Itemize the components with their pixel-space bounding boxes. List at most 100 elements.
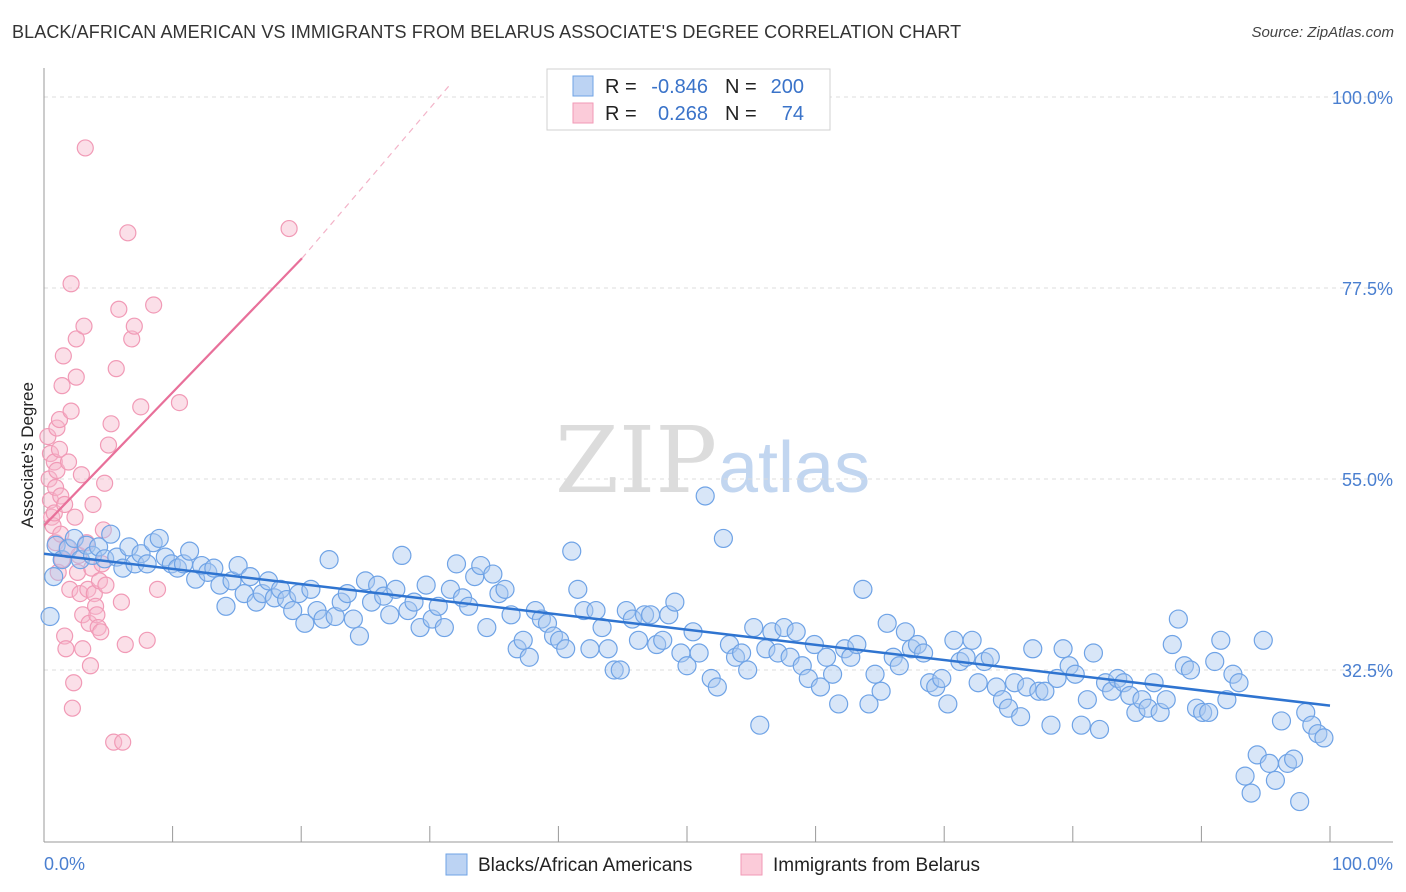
blacks-point-148 xyxy=(932,668,952,689)
blacks-point-122 xyxy=(774,617,794,638)
belarus-point-3 xyxy=(41,444,60,463)
belarus-point-56 xyxy=(97,576,115,594)
blacks-point-118 xyxy=(750,715,770,735)
belarus-point-25 xyxy=(61,580,79,598)
watermark-zip: ZIP xyxy=(555,407,717,514)
belarus-point-11 xyxy=(48,461,66,480)
belarus-point-17 xyxy=(53,377,71,395)
belarus-point-9 xyxy=(47,478,65,497)
blacks-point-201 xyxy=(1253,630,1273,650)
legend-r-label-1: R = xyxy=(605,76,637,98)
blacks-point-137 xyxy=(865,664,885,684)
bottom-legend-label-pink: Immigrants from Belarus xyxy=(773,855,980,876)
blacks-point-129 xyxy=(816,647,837,667)
belarus-point-60 xyxy=(107,360,125,378)
blacks-point-53 xyxy=(355,571,376,591)
blacks-point-182 xyxy=(1138,698,1158,718)
belarus-point-46 xyxy=(84,495,102,514)
blacks-point-131 xyxy=(829,694,849,714)
series-blacks-african-americans xyxy=(40,486,1334,812)
blacks-point-1 xyxy=(44,567,64,587)
belarus-point-58 xyxy=(102,415,120,433)
blacks-point-149 xyxy=(938,694,958,714)
blacks-point-36 xyxy=(252,583,272,604)
blacks-point-68 xyxy=(446,554,467,574)
blacks-point-166 xyxy=(1041,715,1061,735)
blacks-point-199 xyxy=(1241,783,1261,803)
blacks-point-161 xyxy=(1011,707,1031,727)
belarus-point-32 xyxy=(67,330,85,348)
blacks-point-204 xyxy=(1271,711,1292,731)
belarus-point-13 xyxy=(50,410,69,429)
blacks-point-157 xyxy=(986,677,1006,697)
belarus-trend-line xyxy=(43,257,303,527)
blacks-point-197 xyxy=(1229,673,1249,693)
belarus-point-66 xyxy=(123,330,141,348)
blacks-point-168 xyxy=(1053,639,1073,659)
belarus-point-22 xyxy=(57,640,75,658)
blacks-point-46 xyxy=(313,609,333,629)
blacks-point-138 xyxy=(871,681,891,701)
bottom-legend-swatch-blue xyxy=(445,853,468,876)
blacks-point-9 xyxy=(88,537,109,557)
blacks-point-104 xyxy=(665,592,685,612)
blacks-point-106 xyxy=(677,656,697,676)
blacks-point-24 xyxy=(179,541,200,561)
belarus-point-36 xyxy=(72,466,91,484)
blacks-point-103 xyxy=(659,605,679,625)
blacks-point-180 xyxy=(1126,702,1146,723)
blacks-point-194 xyxy=(1211,630,1231,650)
blacks-point-184 xyxy=(1150,702,1170,723)
y-tick-label-1: 77.5% xyxy=(1342,279,1393,299)
blacks-point-100 xyxy=(641,605,661,625)
blacks-point-5 xyxy=(64,528,84,549)
belarus-point-29 xyxy=(65,674,83,692)
belarus-point-39 xyxy=(75,317,93,335)
belarus-point-21 xyxy=(56,627,74,645)
blacks-point-93 xyxy=(598,639,618,659)
blacks-point-124 xyxy=(786,622,806,642)
blacks-point-40 xyxy=(277,589,297,610)
blacks-point-135 xyxy=(853,579,873,599)
blacks-point-41 xyxy=(283,600,303,621)
belarus-point-72 xyxy=(170,394,189,412)
belarus-point-49 xyxy=(88,606,106,624)
blacks-point-203 xyxy=(1265,770,1286,790)
legend-n-value-2: 74 xyxy=(782,103,804,125)
blacks-point-7 xyxy=(76,535,97,555)
belarus-point-57 xyxy=(99,436,118,454)
bottom-legend-label-blue: Blacks/African Americans xyxy=(478,855,692,876)
blacks-point-29 xyxy=(210,575,230,595)
belarus-point-35 xyxy=(71,584,89,603)
blacks-point-43 xyxy=(295,613,315,633)
belarus-point-24 xyxy=(59,453,78,471)
y-tick-label-2: 55.0% xyxy=(1342,470,1393,490)
blacks-point-183 xyxy=(1144,673,1164,693)
legend-n-value-1: 200 xyxy=(771,76,804,98)
blacks-point-11 xyxy=(101,524,121,544)
blacks-trend-line xyxy=(43,552,1331,707)
trend-lines xyxy=(43,83,1331,707)
belarus-point-61 xyxy=(110,300,128,318)
blacks-point-150 xyxy=(944,630,964,650)
blacks-point-59 xyxy=(392,545,412,566)
blacks-point-52 xyxy=(349,626,370,646)
blacks-point-111 xyxy=(707,677,727,697)
x-tick-label-min: 0.0% xyxy=(44,854,85,874)
belarus-point-30 xyxy=(66,508,84,526)
blacks-point-130 xyxy=(822,664,843,684)
blacks-point-116 xyxy=(738,660,758,680)
blacks-point-14 xyxy=(119,537,139,557)
blacks-point-86 xyxy=(556,639,576,659)
blacks-point-79 xyxy=(513,630,533,650)
blacks-point-172 xyxy=(1077,690,1097,710)
blacks-point-202 xyxy=(1259,753,1279,773)
blacks-point-47 xyxy=(319,550,339,570)
watermark-atlas: atlas xyxy=(718,428,870,508)
belarus-point-31 xyxy=(67,368,85,386)
legend-r-value-2: 0.268 xyxy=(658,103,708,125)
blacks-point-165 xyxy=(1035,681,1055,701)
blacks-point-139 xyxy=(877,613,897,633)
blacks-point-66 xyxy=(434,617,454,638)
blacks-point-95 xyxy=(610,660,630,680)
